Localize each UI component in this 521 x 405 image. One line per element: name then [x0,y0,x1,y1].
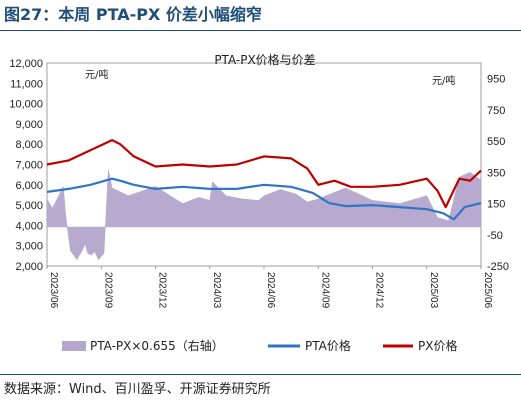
x-tick-label: 2024/09 [319,272,330,309]
y-right-tick-label: 750 [487,105,505,117]
x-tick-label: 2024/12 [374,272,385,309]
y-right-tick-label: -50 [487,230,503,242]
y-left-tick-label: 9,000 [15,119,43,131]
legend-label-px: PX价格 [418,338,457,353]
x-tick-label: 2023/12 [157,272,168,309]
chart-ticks: 12,000 11,000 10,000 9,000 8,000 7,000 6,000 5,… [9,58,509,309]
y-left-tick-label: 6,000 [15,180,43,192]
figure-title: 图27：本周 PTA-PX 价差小幅缩窄 [4,5,262,24]
legend-swatch-spread [62,341,86,351]
source-rule [0,374,521,375]
y-left-tick-label: 4,000 [15,220,43,232]
x-tick-label: 2023/06 [48,272,59,309]
x-tick-label: 2024/03 [211,272,222,309]
pta-price-line [46,177,482,221]
legend-label-pta: PTA价格 [305,338,351,353]
right-unit: 元/吨 [432,74,455,87]
x-tick-label: 2024/06 [265,272,276,309]
px-price-line [46,138,482,209]
y-right-tick-label: 150 [487,199,505,211]
x-tick-label: 2025/03 [428,272,439,309]
legend: PTA-PX×0.655（右轴） PTA价格 PX价格 [62,338,457,353]
y-left-tick-label: 2,000 [15,261,43,273]
y-right-tick-label: -250 [487,261,509,273]
plot-border [46,62,482,267]
legend-label-spread: PTA-PX×0.655（右轴） [90,338,224,353]
x-tick-label: 2025/06 [482,272,493,309]
y-left-tick-label: 10,000 [9,99,43,111]
title-rule [0,30,521,31]
y-right-tick-label: 950 [487,74,505,86]
spread-area [46,169,482,261]
source-note: 数据来源：Wind、百川盈孚、开源证券研究所 [4,382,271,397]
chart-frame [46,62,482,267]
y-left-tick-label: 3,000 [15,241,43,253]
chart-marks [46,138,482,261]
y-left-tick-label: 12,000 [9,58,43,70]
y-left-tick-label: 7,000 [15,160,43,172]
y-left-tick-label: 5,000 [15,200,43,212]
y-right-tick-label: 350 [487,167,505,179]
left-unit: 元/吨 [85,68,108,81]
chart: 12,000 11,000 10,000 9,000 8,000 7,000 6,000 5,… [9,52,509,353]
x-tick-label: 2023/09 [102,272,113,309]
chart-title: PTA-PX价格与价差 [214,52,315,67]
y-left-tick-label: 8,000 [15,139,43,151]
y-right-tick-label: 550 [487,136,505,148]
y-left-tick-label: 11,000 [10,78,43,90]
